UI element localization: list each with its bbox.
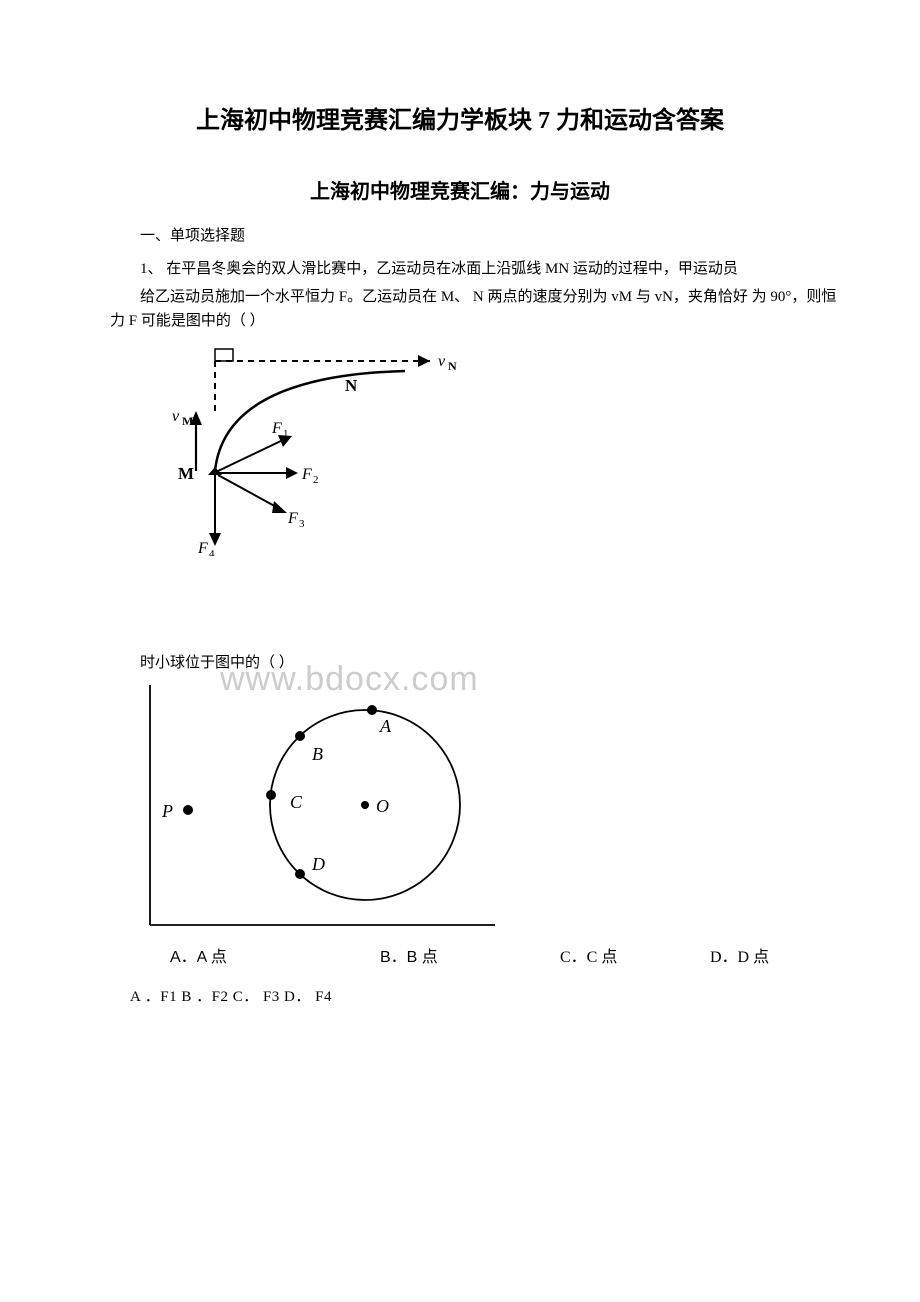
figure1-container: v N v M N M F 1 F 2 F 3 F 4	[170, 341, 840, 561]
svg-text:2: 2	[313, 474, 319, 486]
page-title: 上海初中物理竞赛汇编力学板块 7 力和运动含答案	[80, 100, 840, 135]
figure2-container: O P A B C D	[140, 680, 840, 935]
svg-text:A: A	[379, 716, 392, 736]
svg-text:3: 3	[299, 518, 305, 530]
svg-text:1: 1	[283, 428, 289, 440]
svg-text:D: D	[311, 854, 325, 874]
svg-text:N: N	[345, 376, 358, 395]
svg-text:F: F	[271, 420, 282, 437]
svg-text:C: C	[290, 792, 303, 812]
svg-text:F: F	[197, 540, 208, 556]
svg-text:4: 4	[209, 548, 215, 556]
svg-text:M: M	[182, 414, 193, 428]
q2-option-c: C．C 点	[560, 943, 710, 967]
q1-line1: 1、 在平昌冬奥会的双人滑比赛中，乙运动员在冰面上沿弧线 MN 运动的过程中，甲…	[110, 257, 840, 281]
page-subtitle: 上海初中物理竞赛汇编：力与运动	[80, 175, 840, 204]
figure1-svg: v N v M N M F 1 F 2 F 3 F 4	[170, 341, 470, 556]
q2-option-b: B．B 点	[380, 943, 560, 967]
q2-option-d: D．D 点	[710, 943, 769, 967]
section-label: 一、单项选择题	[140, 224, 840, 245]
svg-text:v: v	[438, 353, 446, 370]
q1-line2: 给乙运动员施加一个水平恒力 F。乙运动员在 M、 N 两点的速度分别为 vM 与…	[110, 285, 840, 333]
q1-answers: A ．F1 B ．F2 C． F3 D． F4	[130, 985, 840, 1006]
q2-option-a: A．A 点	[170, 943, 380, 967]
svg-text:P: P	[161, 801, 173, 821]
q2-options: A．A 点 B．B 点 C．C 点 D．D 点	[170, 943, 840, 967]
svg-text:N: N	[448, 359, 457, 373]
svg-text:F: F	[301, 466, 312, 483]
svg-text:B: B	[312, 744, 323, 764]
svg-text:F: F	[287, 510, 298, 527]
figure2-svg: O P A B C D	[140, 680, 500, 930]
q2-line: 时小球位于图中的（ ）	[140, 651, 840, 672]
svg-text:M: M	[178, 464, 194, 483]
svg-text:O: O	[376, 796, 389, 816]
svg-text:v: v	[172, 408, 180, 425]
